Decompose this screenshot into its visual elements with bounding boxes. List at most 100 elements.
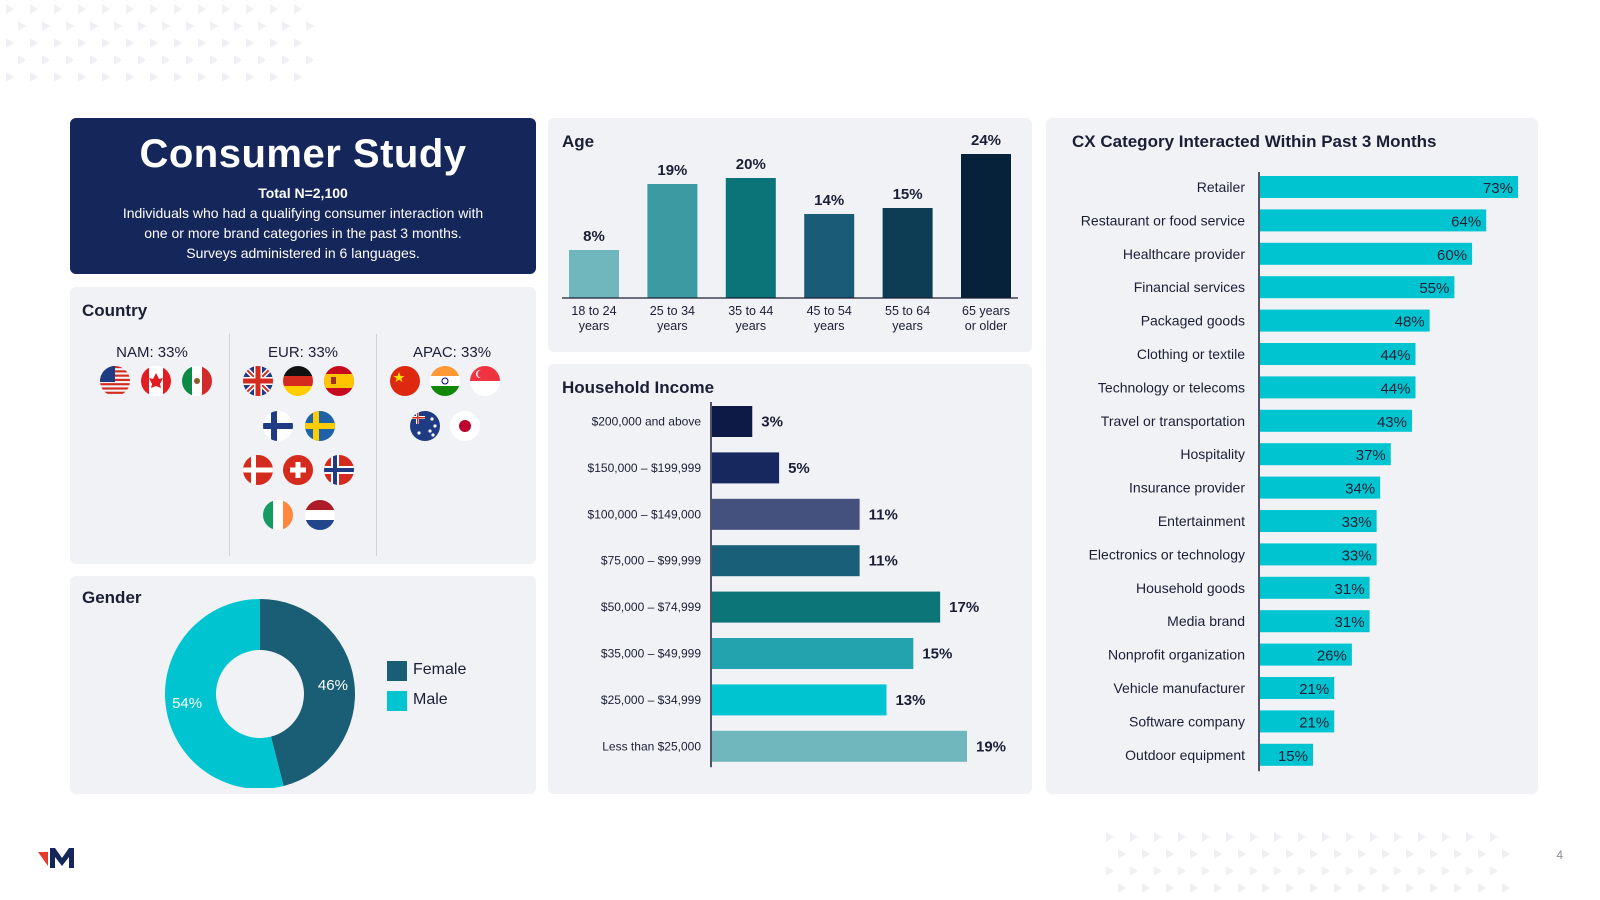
income-bar bbox=[712, 638, 914, 669]
pattern-triangle bbox=[1238, 849, 1246, 859]
income-bar bbox=[712, 498, 860, 530]
pattern-triangle bbox=[1490, 832, 1498, 842]
pattern-triangle bbox=[306, 21, 314, 31]
pattern-triangle bbox=[270, 38, 278, 48]
income-title: Household Income bbox=[562, 378, 715, 397]
pattern-triangle bbox=[90, 21, 98, 31]
income-card: Household Income $200,000 and above 3% $15… bbox=[548, 364, 1032, 794]
cx-bar bbox=[1260, 343, 1416, 365]
income-value-label: 19% bbox=[976, 738, 1006, 755]
pattern-triangle bbox=[1262, 883, 1270, 893]
study-total: Total N=2,100 bbox=[258, 185, 348, 201]
flag-icon-australia bbox=[410, 411, 440, 441]
study-title: Consumer Study bbox=[139, 132, 467, 176]
pattern-triangle bbox=[1358, 883, 1366, 893]
flag-icon-denmark bbox=[243, 455, 273, 485]
cx-bar bbox=[1260, 576, 1370, 599]
cx-value-label: 31% bbox=[1335, 614, 1365, 631]
pattern-triangle bbox=[78, 72, 86, 82]
cx-value-label: 34% bbox=[1345, 481, 1375, 498]
income-category-label: $100,000 – $149,000 bbox=[588, 507, 702, 521]
flag-icon-norway bbox=[324, 455, 354, 485]
pattern-triangle bbox=[174, 72, 182, 82]
age-value-label: 8% bbox=[583, 228, 605, 245]
pattern-triangle bbox=[1346, 866, 1354, 876]
age-category-label: 45 to 54 bbox=[807, 304, 852, 318]
pattern-triangle bbox=[174, 38, 182, 48]
cx-category-label: Technology or telecoms bbox=[1098, 379, 1245, 395]
pattern-triangle bbox=[30, 38, 38, 48]
pattern-triangle bbox=[234, 55, 242, 65]
cx-category-label: Healthcare provider bbox=[1123, 246, 1246, 262]
age-category-label: years bbox=[892, 319, 923, 333]
pattern-triangle bbox=[174, 4, 182, 14]
pattern-triangle bbox=[1154, 866, 1162, 876]
pattern-triangle bbox=[90, 55, 98, 65]
study-description-line: Surveys administered in 6 languages. bbox=[186, 245, 420, 261]
income-category-label: $50,000 – $74,999 bbox=[601, 600, 701, 614]
legend-female-label: Female bbox=[413, 661, 467, 678]
pattern-triangle bbox=[1274, 832, 1282, 842]
pattern-triangle bbox=[1226, 832, 1234, 842]
pattern-triangle bbox=[1118, 883, 1126, 893]
pattern-triangle bbox=[1418, 866, 1426, 876]
income-category-label: $200,000 and above bbox=[592, 415, 702, 429]
pattern-triangle bbox=[6, 38, 14, 48]
pattern-triangle bbox=[1418, 832, 1426, 842]
flag-icon-ireland bbox=[263, 500, 293, 530]
pattern-triangle bbox=[1502, 849, 1510, 859]
pattern-triangle bbox=[1250, 832, 1258, 842]
pattern-triangle bbox=[150, 38, 158, 48]
cx-bar bbox=[1260, 710, 1335, 733]
age-category-label: or older bbox=[965, 319, 1007, 333]
pattern-triangle bbox=[1190, 883, 1198, 893]
cx-value-label: 44% bbox=[1380, 380, 1410, 397]
cx-category-label: Restaurant or food service bbox=[1081, 212, 1245, 228]
region-nam-label: NAM: 33% bbox=[116, 344, 188, 361]
pattern-triangle bbox=[1370, 866, 1378, 876]
cx-value-label: 33% bbox=[1342, 514, 1372, 531]
income-value-label: 13% bbox=[895, 692, 925, 709]
income-value-label: 5% bbox=[788, 460, 810, 477]
pattern-triangle bbox=[294, 72, 302, 82]
pattern-triangle bbox=[1286, 883, 1294, 893]
pattern-triangle bbox=[198, 4, 206, 14]
country-title: Country bbox=[82, 301, 148, 320]
pattern-triangle bbox=[1142, 849, 1150, 859]
cx-category-label: Software company bbox=[1129, 713, 1245, 729]
cx-category-label: Hospitality bbox=[1180, 446, 1245, 462]
pattern-triangle bbox=[1310, 849, 1318, 859]
pattern-triangle bbox=[210, 21, 218, 31]
cx-value-label: 21% bbox=[1299, 714, 1329, 731]
pattern-triangle bbox=[1238, 883, 1246, 893]
age-category-label: years bbox=[736, 319, 767, 333]
pattern-triangle bbox=[126, 4, 134, 14]
cx-bar bbox=[1260, 443, 1391, 466]
pattern-triangle bbox=[282, 55, 290, 65]
age-category-label: 65 years bbox=[962, 304, 1010, 318]
income-category-label: Less than $25,000 bbox=[602, 739, 701, 753]
age-card: Age 8% 18 to 24 years 19% 25 to 34 years 20% 35… bbox=[548, 118, 1032, 352]
pattern-triangle bbox=[1370, 832, 1378, 842]
pattern-triangle bbox=[1202, 832, 1210, 842]
pattern-triangle bbox=[162, 55, 170, 65]
pattern-triangle bbox=[1382, 883, 1390, 893]
cx-value-label: 31% bbox=[1335, 581, 1365, 598]
flag-icon-canada bbox=[141, 366, 171, 396]
region-divider bbox=[376, 334, 377, 556]
pattern-triangle bbox=[162, 21, 170, 31]
pattern-triangle bbox=[294, 4, 302, 14]
cx-bar bbox=[1260, 677, 1335, 699]
pattern-triangle bbox=[1286, 849, 1294, 859]
pattern-triangle bbox=[1442, 832, 1450, 842]
cx-value-label: 37% bbox=[1356, 447, 1386, 464]
pattern-triangle bbox=[1478, 883, 1486, 893]
cx-bar bbox=[1260, 409, 1412, 432]
income-value-label: 11% bbox=[869, 506, 898, 523]
legend-male-label: Male bbox=[413, 691, 448, 708]
income-category-label: $75,000 – $99,999 bbox=[601, 554, 701, 568]
income-value-label: 17% bbox=[949, 599, 979, 616]
flag-icon-japan bbox=[450, 411, 480, 441]
cx-bar bbox=[1260, 276, 1455, 299]
